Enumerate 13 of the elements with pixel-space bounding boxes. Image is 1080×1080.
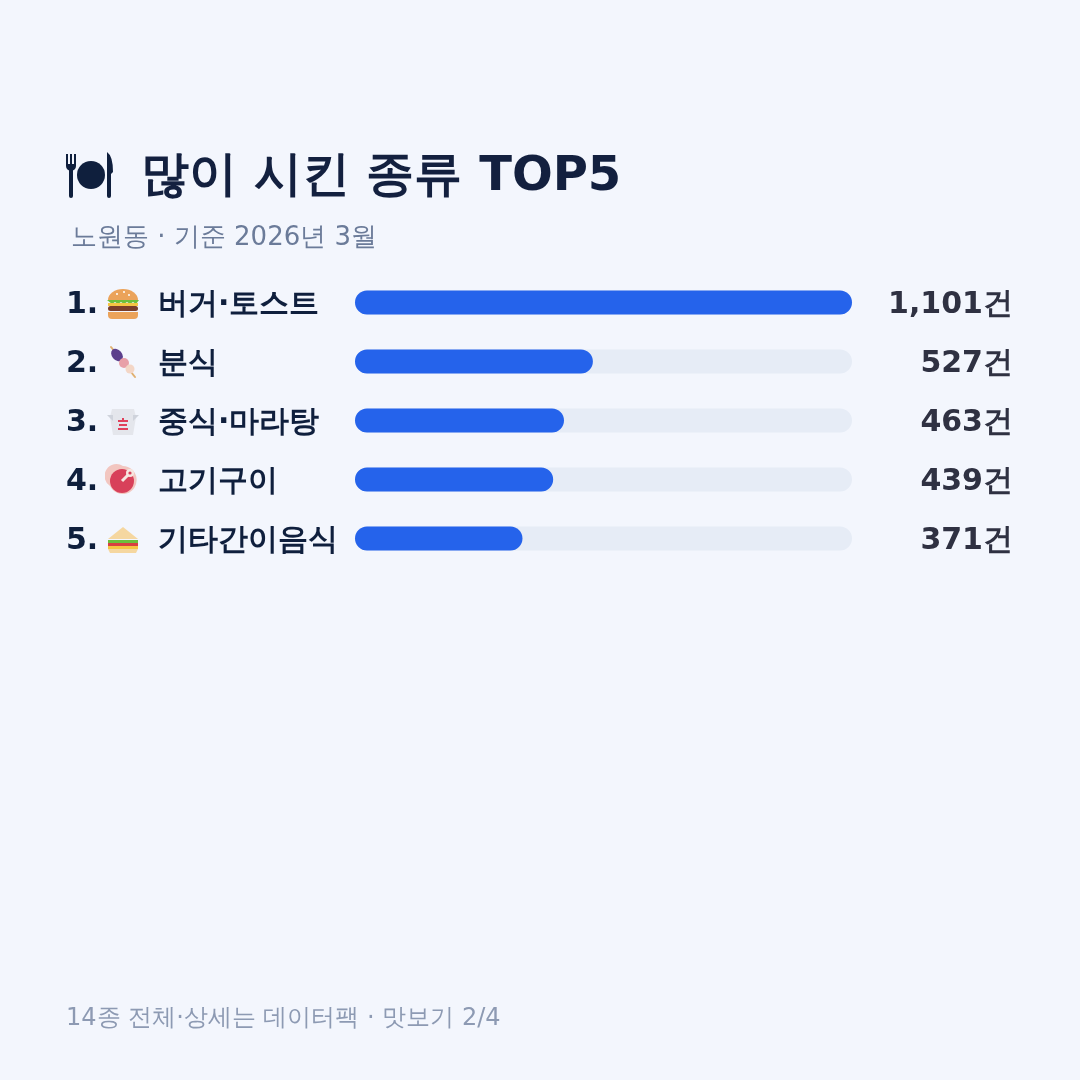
category-label: 2. 분식 [66,344,218,379]
data-label: 439건 [920,462,1013,497]
chart-subtitle: 노원동 · 기준 2026년 3월 [71,221,378,251]
category-label: 4. 고기구이 [66,462,278,497]
data-label: 463건 [920,403,1013,438]
category-label: 5. 기타간이음식 [66,521,338,556]
text: 14종 전체·상세는 데이터팩 · 맛보기 2/4 [66,1003,501,1031]
category-label: 3. 중식·마라탕 [66,403,320,438]
chart-title: 많이 시킨 종류 TOP5 [141,145,622,201]
data-label: 371건 [920,521,1013,556]
data-label: 1,101건 [888,285,1013,320]
category-label: 1. 버거·토스트 [66,285,320,320]
data-label: 527건 [920,344,1013,379]
